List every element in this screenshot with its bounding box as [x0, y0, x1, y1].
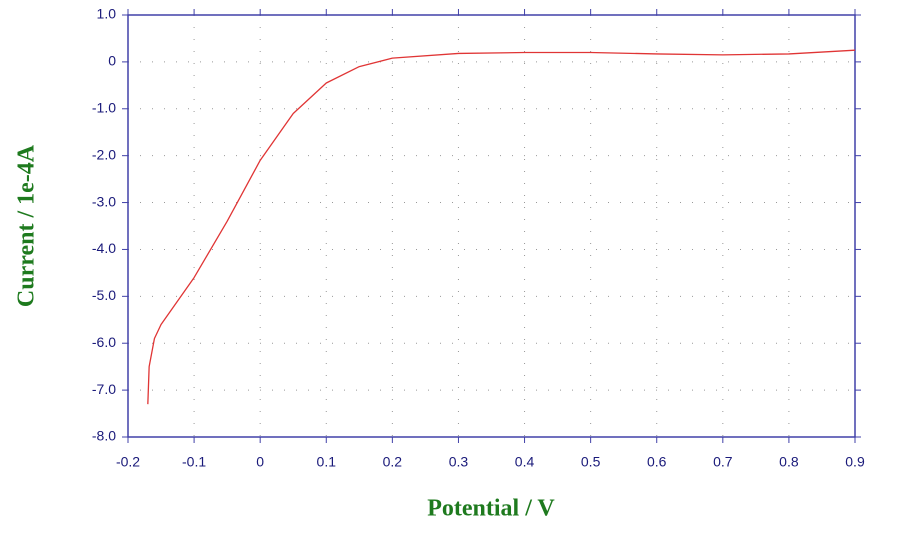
y-tick-label: -5.0 — [92, 287, 116, 303]
x-tick-label: 0.5 — [581, 454, 601, 470]
y-tick-label: -7.0 — [92, 381, 116, 397]
x-tick-label: 0.4 — [515, 454, 535, 470]
y-tick-label: -2.0 — [92, 146, 116, 162]
plot-frame — [127, 14, 856, 438]
y-tick-label: 0 — [108, 53, 116, 69]
y-tick-label: -3.0 — [92, 193, 116, 209]
y-tick-label: -4.0 — [92, 240, 116, 256]
x-tick-label: 0.1 — [317, 454, 337, 470]
x-tick-label: -0.2 — [116, 454, 140, 470]
x-tick-label: 0.6 — [647, 454, 667, 470]
x-tick-label: 0.3 — [449, 454, 469, 470]
x-tick-label: 0.7 — [713, 454, 733, 470]
x-axis-title: Potential / V — [427, 496, 555, 522]
y-tick-label: 1.0 — [97, 6, 117, 22]
data-line — [147, 49, 856, 405]
y-tick-label: -1.0 — [92, 99, 116, 115]
x-tick-label: 0.8 — [779, 454, 799, 470]
x-tick-label: -0.1 — [182, 454, 206, 470]
x-tick-label: 0.2 — [383, 454, 403, 470]
x-tick-label: 0.9 — [845, 454, 865, 470]
x-tick-label: 0 — [256, 454, 264, 470]
y-tick-label: -6.0 — [92, 334, 116, 350]
y-axis-title: Current / 1e-4A — [14, 144, 40, 307]
y-tick-label: -8.0 — [92, 428, 116, 444]
